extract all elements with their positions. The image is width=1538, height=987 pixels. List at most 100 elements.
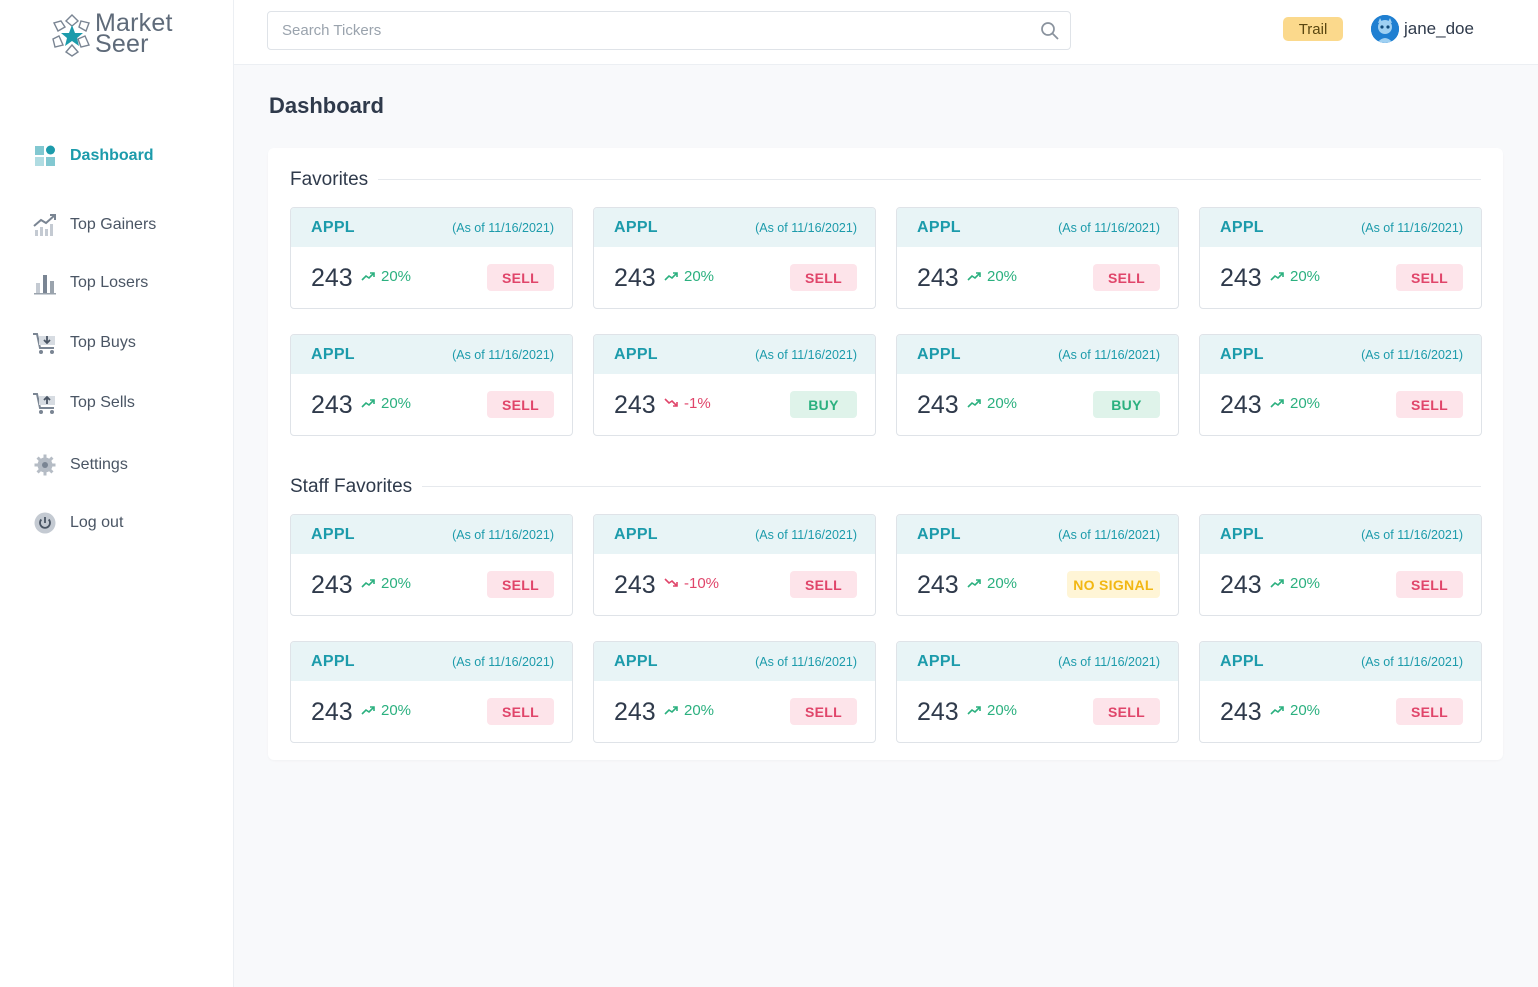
stock-price: 243 — [917, 571, 959, 599]
signal-badge: BUY — [790, 391, 857, 418]
market-seer-logo[interactable]: Market Seer — [48, 11, 188, 62]
plan-badge[interactable]: Trail — [1283, 17, 1343, 41]
gear-icon — [32, 452, 58, 478]
sidebar-item-settings[interactable]: Settings — [32, 451, 128, 479]
sidebar-item-dashboard[interactable]: Dashboard — [32, 142, 154, 170]
sidebar-item-top-losers[interactable]: Top Losers — [32, 269, 148, 297]
stock-card-header: APPL (As of 11/16/2021) — [594, 515, 875, 554]
cart-upload-icon — [32, 390, 58, 416]
stock-card[interactable]: APPL (As of 11/16/2021) 243 20% SELL — [290, 334, 573, 436]
trending-up-icon — [967, 575, 981, 592]
trending-up-icon — [1270, 575, 1284, 592]
price-change: 20% — [967, 395, 1017, 412]
stock-price: 243 — [1220, 264, 1262, 292]
dashboard-panel: Favorites APPL (As of 11/16/2021) 243 20% SE… — [268, 148, 1503, 760]
page-title: Dashboard — [269, 93, 384, 118]
ticker-symbol: APPL — [614, 525, 658, 543]
stock-price: 243 — [311, 264, 353, 292]
stock-card-body: 243 20% SELL — [291, 681, 572, 742]
trending-up-icon — [967, 702, 981, 719]
change-percent: -1% — [684, 395, 711, 412]
stock-card[interactable]: APPL (As of 11/16/2021) 243 20% SELL — [1199, 334, 1482, 436]
as-of-date: (As of 11/16/2021) — [1058, 527, 1160, 542]
search-box — [267, 11, 1071, 50]
change-percent: 20% — [1290, 395, 1321, 412]
stock-card-body: 243 20% SELL — [594, 247, 875, 308]
stock-card[interactable]: APPL (As of 11/16/2021) 243 20% SELL — [290, 641, 573, 743]
sidebar: Market Seer Dashboard — [0, 0, 234, 987]
trending-up-icon — [664, 268, 678, 285]
price-change: 20% — [1270, 395, 1320, 412]
stock-card-body: 243 -1% BUY — [594, 374, 875, 435]
stock-card[interactable]: APPL (As of 11/16/2021) 243 20% SELL — [1199, 514, 1482, 616]
sidebar-item-top-sells[interactable]: Top Sells — [32, 389, 135, 417]
ticker-symbol: APPL — [917, 345, 961, 363]
signal-badge: SELL — [487, 264, 554, 291]
price-change: 20% — [967, 702, 1017, 719]
change-percent: -10% — [684, 575, 720, 592]
change-percent: 20% — [987, 395, 1018, 412]
trending-down-icon — [664, 575, 678, 592]
stock-card[interactable]: APPL (As of 11/16/2021) 243 20% SELL — [593, 207, 876, 309]
price-change: 20% — [1270, 575, 1320, 592]
sidebar-item-top-buys[interactable]: Top Buys — [32, 329, 136, 357]
stock-card-header: APPL (As of 11/16/2021) — [897, 208, 1178, 247]
staff-favorites-title: Staff Favorites — [290, 476, 423, 498]
change-percent: 20% — [987, 268, 1018, 285]
stock-price: 243 — [311, 698, 353, 726]
stock-card[interactable]: APPL (As of 11/16/2021) 243 20% BUY — [896, 334, 1179, 436]
stock-price: 243 — [614, 571, 656, 599]
stock-card[interactable]: APPL (As of 11/16/2021) 243 20% SELL — [290, 514, 573, 616]
price-change: 20% — [361, 702, 411, 719]
stock-price: 243 — [614, 391, 656, 419]
price-change: 20% — [361, 395, 411, 412]
sidebar-item-log-out[interactable]: Log out — [32, 509, 123, 537]
as-of-date: (As of 11/16/2021) — [1058, 220, 1160, 235]
signal-badge: SELL — [1396, 571, 1463, 598]
section-divider — [290, 179, 1481, 180]
stock-card[interactable]: APPL (As of 11/16/2021) 243 20% SELL — [896, 207, 1179, 309]
signal-badge: SELL — [487, 698, 554, 725]
price-change: 20% — [1270, 268, 1320, 285]
stock-price: 243 — [917, 391, 959, 419]
price-change: 20% — [664, 702, 714, 719]
section-divider — [290, 486, 1481, 487]
user-menu[interactable]: jane_doe — [1371, 15, 1474, 43]
change-percent: 20% — [684, 268, 715, 285]
stock-card[interactable]: APPL (As of 11/16/2021) 243 20% SELL — [290, 207, 573, 309]
stock-card[interactable]: APPL (As of 11/16/2021) 243 -1% BUY — [593, 334, 876, 436]
price-change: 20% — [361, 575, 411, 592]
username: jane_doe — [1404, 19, 1474, 38]
stock-card[interactable]: APPL (As of 11/16/2021) 243 20% SELL — [593, 641, 876, 743]
sidebar-item-top-gainers[interactable]: Top Gainers — [32, 211, 156, 239]
price-change: 20% — [361, 268, 411, 285]
signal-badge: SELL — [790, 571, 857, 598]
ticker-symbol: APPL — [917, 218, 961, 236]
change-percent: 20% — [1290, 268, 1321, 285]
ticker-symbol: APPL — [311, 218, 355, 236]
logo-text-line2: Seer — [95, 30, 149, 58]
stock-card[interactable]: APPL (As of 11/16/2021) 243 20% SELL — [896, 641, 1179, 743]
price-change: -10% — [664, 575, 719, 592]
trending-up-icon — [361, 702, 375, 719]
stock-card[interactable]: APPL (As of 11/16/2021) 243 20% NO SIGNAL — [896, 514, 1179, 616]
search-icon[interactable] — [1040, 21, 1060, 46]
price-change: 20% — [967, 575, 1017, 592]
favorites-title: Favorites — [290, 169, 379, 191]
logo-mark-icon — [52, 14, 90, 57]
ticker-symbol: APPL — [614, 218, 658, 236]
trending-up-icon — [361, 575, 375, 592]
stock-card-header: APPL (As of 11/16/2021) — [594, 208, 875, 247]
signal-badge: SELL — [790, 264, 857, 291]
stock-card-header: APPL (As of 11/16/2021) — [1200, 335, 1481, 374]
as-of-date: (As of 11/16/2021) — [1361, 527, 1463, 542]
search-input[interactable] — [268, 12, 1008, 49]
stock-card[interactable]: APPL (As of 11/16/2021) 243 20% SELL — [1199, 641, 1482, 743]
stock-card[interactable]: APPL (As of 11/16/2021) 243 20% SELL — [1199, 207, 1482, 309]
stock-card[interactable]: APPL (As of 11/16/2021) 243 -10% SELL — [593, 514, 876, 616]
stock-price: 243 — [1220, 571, 1262, 599]
change-percent: 20% — [684, 702, 715, 719]
stock-card-body: 243 20% SELL — [1200, 554, 1481, 615]
ticker-symbol: APPL — [311, 345, 355, 363]
ticker-symbol: APPL — [1220, 525, 1264, 543]
